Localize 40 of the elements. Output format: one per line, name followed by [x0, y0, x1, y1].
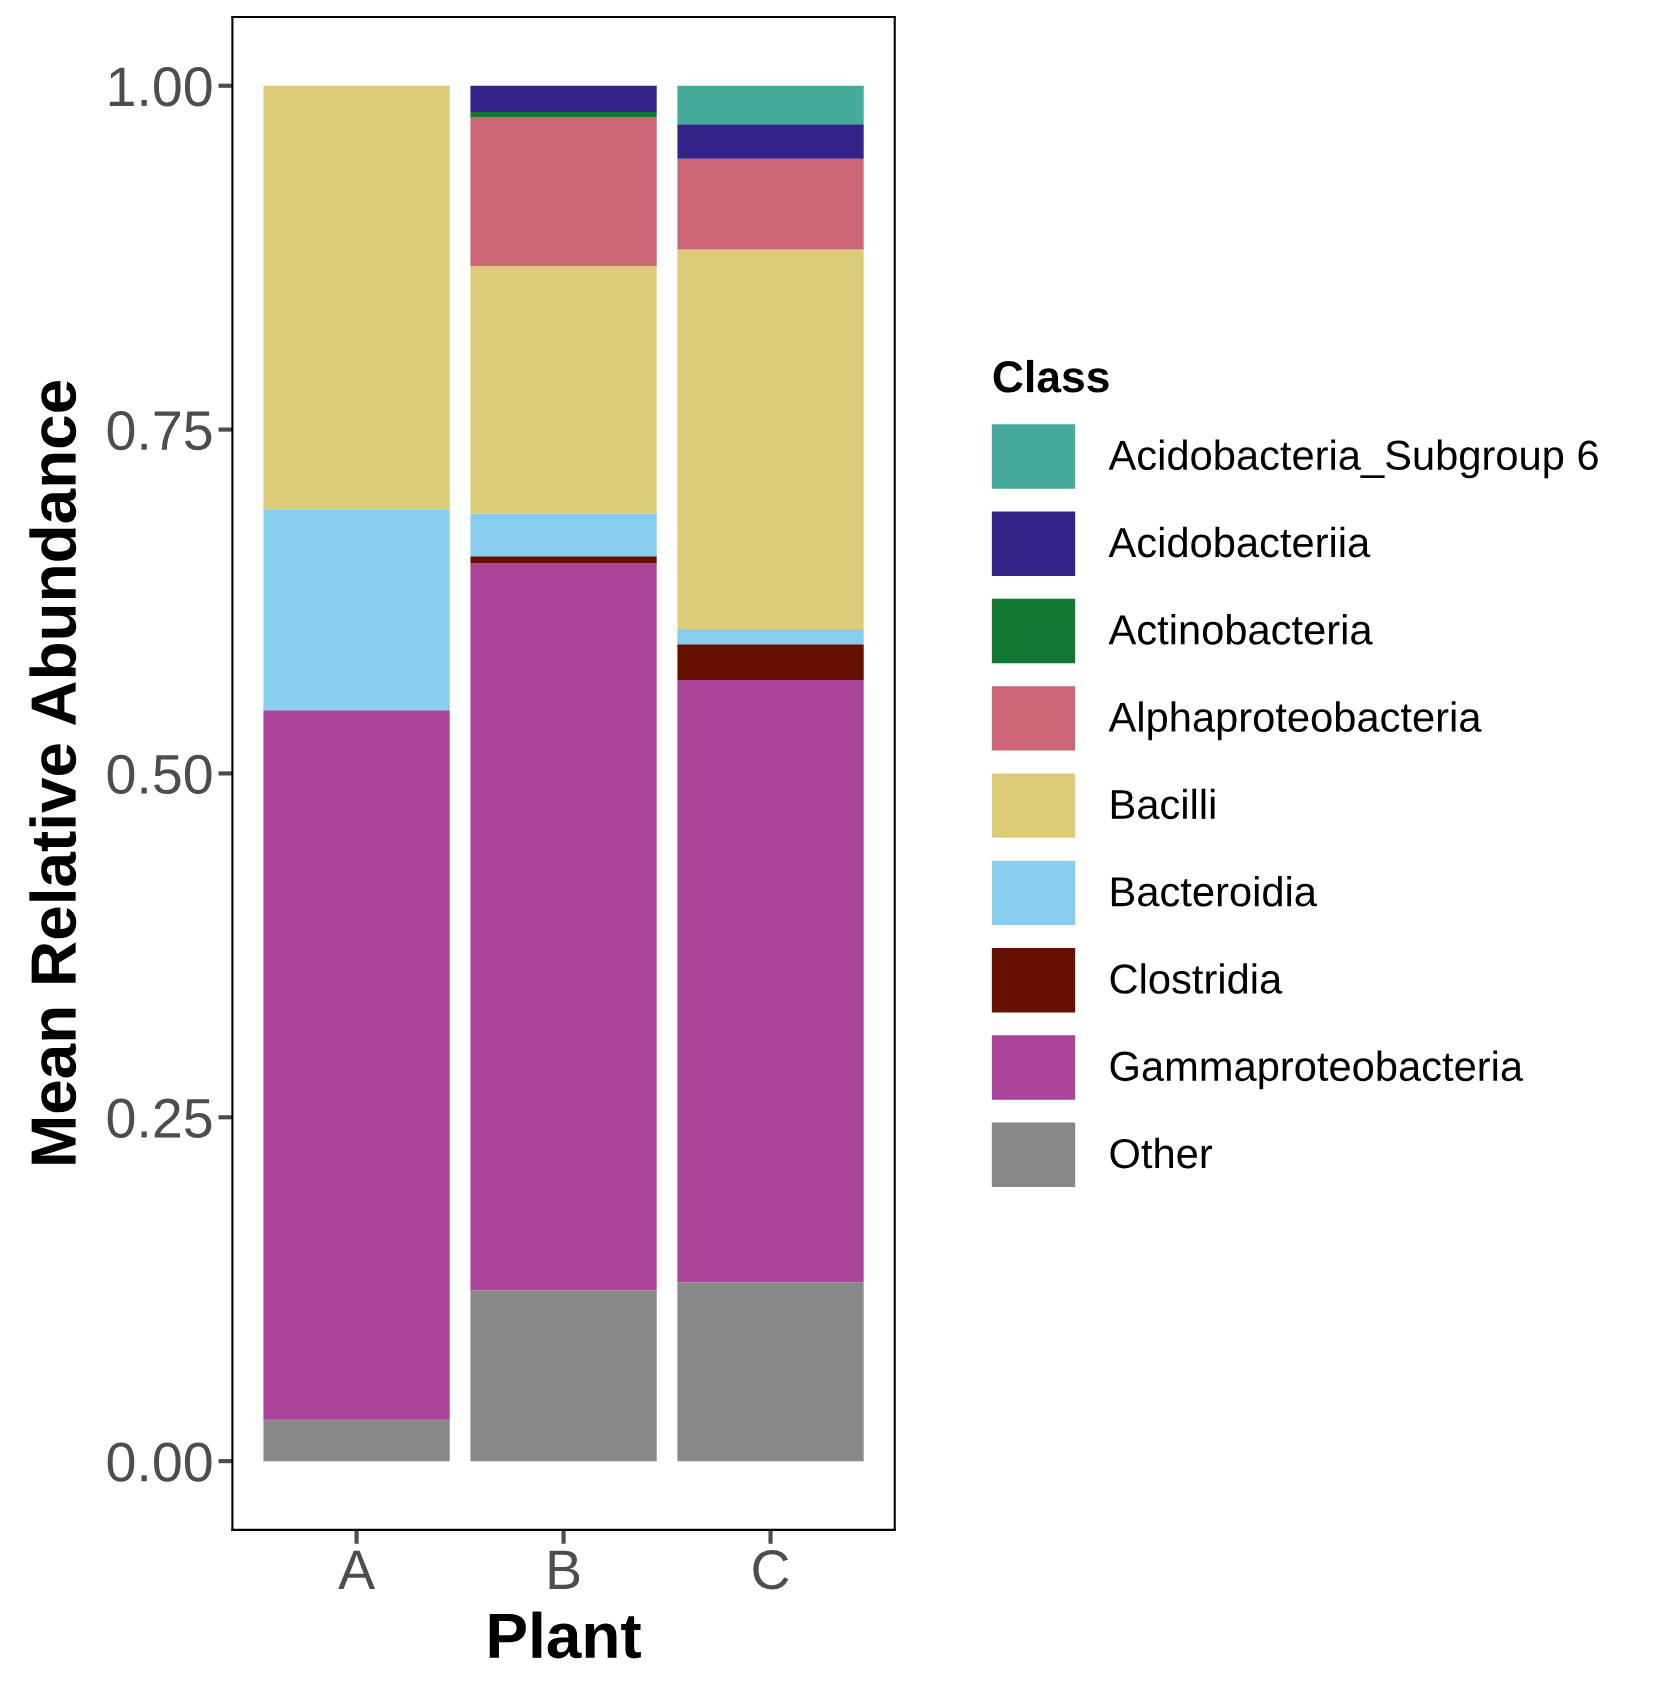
bar [677, 644, 864, 680]
y-axis-title: Mean Relative Abundance [29, 380, 77, 1164]
legend-label: Acidobacteriia [1108, 526, 1371, 558]
bar [470, 265, 657, 514]
legend-label: Other [1110, 1137, 1213, 1169]
bar [263, 509, 450, 711]
bar [263, 85, 450, 510]
bar [677, 249, 864, 630]
bar [263, 1419, 450, 1462]
legend-label: Gammaproteobacteria [1110, 1050, 1524, 1090]
y-tick-label: 0.25 [107, 1098, 212, 1138]
bar [470, 1290, 657, 1462]
legend-label: Alphaproteobacteria [1108, 701, 1482, 741]
x-tick-label: A [338, 1550, 375, 1589]
bar [470, 85, 657, 112]
bar [470, 111, 657, 118]
bar [470, 556, 657, 564]
y-tick-label: 1.00 [109, 67, 212, 107]
bar [677, 85, 864, 125]
x-tick-label: C [753, 1550, 789, 1590]
y-tick-label: 0.00 [107, 1442, 212, 1482]
bar [677, 679, 864, 1283]
y-tick-label: 0.50 [107, 754, 212, 795]
legend-label: Bacteroidia [1111, 875, 1317, 907]
legend-label: Bacilli [1111, 788, 1215, 820]
bar [470, 563, 657, 1291]
bar [677, 629, 864, 645]
legend-label: Acidobacteria_Subgroup 6 [1108, 439, 1598, 479]
x-axis-title: Plant [489, 1611, 641, 1659]
bar [470, 117, 657, 266]
bar [263, 710, 450, 1420]
bar [677, 1282, 864, 1462]
bar [677, 158, 864, 250]
bar [677, 124, 864, 159]
x-tick-label: B [549, 1550, 580, 1589]
bar [470, 513, 657, 557]
legend-title: Class [993, 359, 1109, 393]
y-tick-label: 0.75 [107, 410, 212, 451]
legend-label: Actinobacteria [1108, 614, 1373, 645]
legend-label: Clostridia [1110, 963, 1283, 994]
